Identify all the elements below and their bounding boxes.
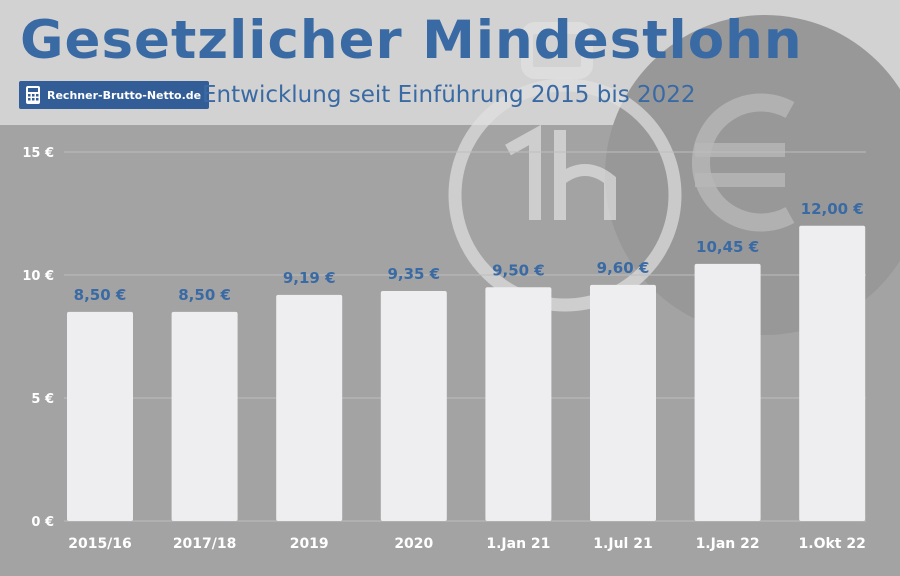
bar	[276, 294, 343, 521]
y-tick-label: 5 €	[31, 392, 54, 407]
bar	[590, 284, 656, 521]
value-label: 9,19 €	[283, 269, 336, 287]
y-tick-label: 0 €	[31, 515, 54, 530]
value-label: 12,00 €	[801, 200, 864, 218]
value-label: 8,50 €	[178, 286, 231, 304]
y-tick-label: 10 €	[22, 269, 54, 284]
bar	[485, 287, 552, 521]
bar	[694, 263, 761, 521]
calculator-icon	[26, 86, 40, 104]
brand-logo[interactable]: Rechner-Brutto-Netto.de	[19, 81, 210, 109]
bar-chart: 0 € 5 € 10 € 15 € 8,50 € 2015/16 8,50 € 2017/18…	[22, 146, 866, 552]
chart-title: Gesetzlicher Mindestlohn	[20, 10, 803, 71]
category-label: 1.Jan 22	[696, 536, 760, 552]
y-tick-label: 15 €	[22, 146, 54, 161]
bar	[171, 311, 238, 521]
value-label: 9,60 €	[597, 259, 650, 277]
value-label: 10,45 €	[696, 238, 759, 256]
category-label: 2019	[290, 536, 329, 552]
category-label: 2020	[394, 536, 433, 552]
brand-logo-text: Rechner-Brutto-Netto.de	[47, 88, 202, 102]
bar	[380, 290, 447, 521]
value-label: 9,50 €	[492, 261, 545, 279]
chart-subtitle: Entwicklung seit Einführung 2015 bis 202…	[202, 82, 696, 108]
category-label: 1.Jul 21	[593, 536, 652, 552]
value-label: 8,50 €	[74, 286, 127, 304]
bar	[799, 225, 866, 522]
category-label: 2015/16	[68, 536, 132, 552]
value-label: 9,35 €	[387, 265, 440, 283]
category-label: 1.Jan 21	[486, 536, 550, 552]
bar	[67, 311, 133, 521]
category-label: 1.Okt 22	[799, 536, 866, 552]
category-label: 2017/18	[173, 536, 237, 552]
